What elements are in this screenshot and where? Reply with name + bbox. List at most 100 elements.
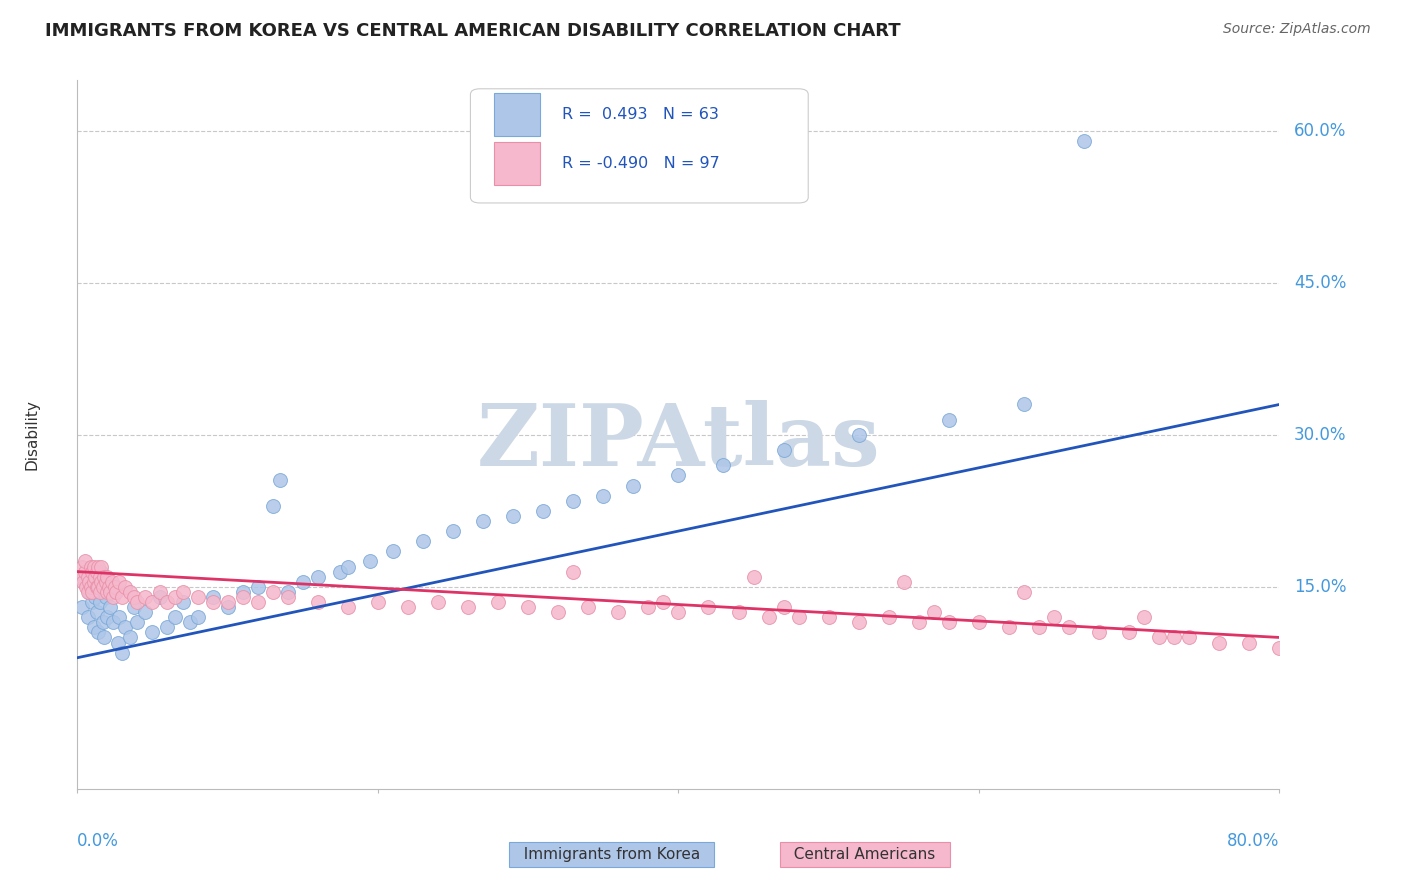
Point [124, 600, 146, 615]
Text: 60.0%: 60.0% [1294, 122, 1347, 140]
Point [104, 580, 127, 594]
Point [97, 580, 120, 594]
Text: 45.0%: 45.0% [1294, 274, 1347, 292]
Text: 30.0%: 30.0% [1294, 425, 1347, 444]
Point [967, 615, 990, 630]
Point [758, 610, 780, 624]
Point [817, 610, 839, 624]
Point [1118, 625, 1140, 640]
Point [134, 590, 156, 604]
Point [76, 610, 98, 624]
Point [412, 534, 434, 549]
Point [246, 595, 269, 609]
Point [80, 580, 103, 594]
Point [848, 615, 870, 630]
Point [336, 600, 359, 615]
Point [427, 595, 450, 609]
Point [186, 590, 209, 604]
Point [108, 574, 131, 589]
Point [502, 508, 524, 523]
Point [84, 590, 107, 604]
Point [103, 615, 125, 630]
Point [127, 595, 149, 609]
Point [232, 585, 254, 599]
Point [73, 565, 96, 579]
Point [72, 574, 94, 589]
Point [156, 595, 179, 609]
Point [186, 610, 209, 624]
Point [75, 580, 97, 594]
Point [607, 605, 630, 619]
Point [1239, 635, 1261, 649]
Point [111, 646, 134, 660]
Point [547, 605, 569, 619]
Text: 15.0%: 15.0% [1294, 578, 1347, 596]
Point [713, 458, 735, 473]
Point [96, 570, 118, 584]
FancyBboxPatch shape [471, 89, 808, 203]
Point [111, 590, 134, 604]
Point [93, 570, 115, 584]
Point [652, 595, 675, 609]
Point [336, 559, 359, 574]
Point [637, 600, 659, 615]
Text: 0.0%: 0.0% [77, 832, 120, 850]
Point [82, 595, 104, 609]
Point [668, 468, 690, 483]
Point [1133, 610, 1156, 624]
Text: IMMIGRANTS FROM KOREA VS CENTRAL AMERICAN DISABILITY CORRELATION CHART: IMMIGRANTS FROM KOREA VS CENTRAL AMERICA… [45, 22, 901, 40]
Point [697, 600, 720, 615]
Point [149, 585, 172, 599]
Point [114, 580, 136, 594]
Point [80, 570, 103, 584]
Point [396, 600, 419, 615]
Point [118, 585, 141, 599]
Point [179, 615, 201, 630]
Point [86, 580, 108, 594]
Point [1088, 625, 1111, 640]
Point [114, 620, 136, 634]
Point [1012, 585, 1035, 599]
Point [1073, 134, 1095, 148]
Point [80, 559, 103, 574]
Point [329, 565, 352, 579]
Point [893, 574, 915, 589]
Point [359, 554, 381, 568]
Point [141, 595, 163, 609]
Point [668, 605, 690, 619]
Point [938, 412, 960, 426]
Text: R =  0.493   N = 63: R = 0.493 N = 63 [562, 107, 718, 122]
Point [82, 585, 104, 599]
Point [381, 544, 404, 558]
Point [156, 620, 179, 634]
Point [472, 514, 495, 528]
Text: Source: ZipAtlas.com: Source: ZipAtlas.com [1223, 22, 1371, 37]
Point [96, 585, 118, 599]
Point [83, 620, 105, 634]
Point [441, 524, 464, 538]
Point [908, 615, 931, 630]
Point [100, 600, 122, 615]
Point [82, 565, 104, 579]
Point [576, 600, 599, 615]
Point [592, 489, 614, 503]
Point [86, 605, 108, 619]
Point [922, 605, 945, 619]
Point [163, 590, 186, 604]
Point [134, 605, 156, 619]
Point [172, 585, 194, 599]
Point [201, 590, 224, 604]
Point [172, 595, 194, 609]
Point [621, 478, 644, 492]
Point [79, 574, 101, 589]
Point [89, 595, 111, 609]
Point [277, 585, 299, 599]
Text: R = -0.490   N = 97: R = -0.490 N = 97 [562, 156, 720, 171]
Point [269, 474, 291, 488]
FancyBboxPatch shape [495, 93, 540, 136]
Point [83, 574, 105, 589]
Point [1043, 610, 1066, 624]
Point [104, 585, 127, 599]
Point [232, 590, 254, 604]
Point [727, 605, 749, 619]
